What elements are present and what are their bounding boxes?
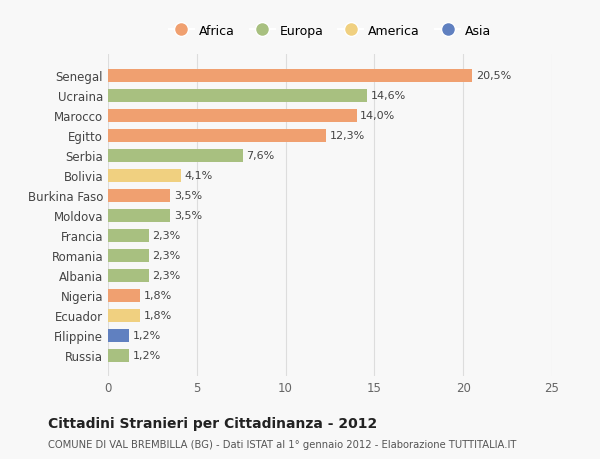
Bar bbox=[108, 150, 243, 162]
Text: 7,6%: 7,6% bbox=[247, 151, 275, 161]
Text: 1,2%: 1,2% bbox=[133, 330, 161, 340]
Bar bbox=[108, 229, 149, 242]
Text: 3,5%: 3,5% bbox=[174, 191, 202, 201]
Text: COMUNE DI VAL BREMBILLA (BG) - Dati ISTAT al 1° gennaio 2012 - Elaborazione TUTT: COMUNE DI VAL BREMBILLA (BG) - Dati ISTA… bbox=[48, 440, 517, 449]
Bar bbox=[108, 110, 356, 123]
Text: 14,0%: 14,0% bbox=[360, 111, 395, 121]
Bar bbox=[108, 189, 170, 202]
Bar bbox=[108, 309, 140, 322]
Text: 1,8%: 1,8% bbox=[143, 310, 172, 320]
Bar bbox=[108, 349, 130, 362]
Text: 2,3%: 2,3% bbox=[152, 270, 181, 280]
Text: 2,3%: 2,3% bbox=[152, 251, 181, 261]
Bar bbox=[108, 289, 140, 302]
Bar bbox=[108, 90, 367, 102]
Bar bbox=[108, 209, 170, 222]
Bar bbox=[108, 169, 181, 182]
Bar bbox=[108, 129, 326, 142]
Text: 12,3%: 12,3% bbox=[330, 131, 365, 141]
Text: 2,3%: 2,3% bbox=[152, 231, 181, 241]
Text: Cittadini Stranieri per Cittadinanza - 2012: Cittadini Stranieri per Cittadinanza - 2… bbox=[48, 416, 377, 430]
Bar bbox=[108, 249, 149, 262]
Text: 3,5%: 3,5% bbox=[174, 211, 202, 221]
Legend: Africa, Europa, America, Asia: Africa, Europa, America, Asia bbox=[164, 20, 496, 43]
Text: 1,8%: 1,8% bbox=[143, 291, 172, 301]
Text: 20,5%: 20,5% bbox=[476, 71, 511, 81]
Bar bbox=[108, 70, 472, 83]
Text: 14,6%: 14,6% bbox=[371, 91, 406, 101]
Text: 4,1%: 4,1% bbox=[184, 171, 212, 181]
Bar bbox=[108, 269, 149, 282]
Bar bbox=[108, 329, 130, 342]
Text: 1,2%: 1,2% bbox=[133, 350, 161, 360]
